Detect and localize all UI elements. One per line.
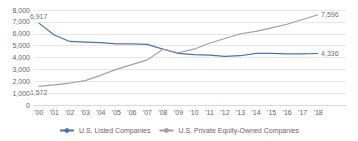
svg-text:’17: ’17 <box>298 109 307 116</box>
svg-text:’11: ’11 <box>205 109 214 116</box>
svg-text:’02: ’02 <box>65 109 74 116</box>
svg-text:’08: ’08 <box>158 109 167 116</box>
svg-text:8,000: 8,000 <box>12 7 30 14</box>
svg-text:’04: ’04 <box>96 109 105 116</box>
svg-text:’00: ’00 <box>34 109 43 116</box>
svg-text:1,000: 1,000 <box>12 90 30 97</box>
svg-text:4,000: 4,000 <box>12 54 30 61</box>
svg-text:U.S. Private Equity-Owned Comp: U.S. Private Equity-Owned Companies <box>178 127 299 135</box>
svg-text:’12: ’12 <box>220 109 229 116</box>
svg-text:6,917: 6,917 <box>30 13 48 20</box>
svg-text:’10: ’10 <box>189 109 198 116</box>
svg-text:6,000: 6,000 <box>12 30 30 37</box>
svg-text:1,572: 1,572 <box>30 89 48 96</box>
svg-text:5,000: 5,000 <box>12 42 30 49</box>
svg-text:’13: ’13 <box>236 109 245 116</box>
svg-text:’06: ’06 <box>127 109 136 116</box>
svg-text:’15: ’15 <box>267 109 276 116</box>
svg-text:’14: ’14 <box>251 109 260 116</box>
svg-text:3,000: 3,000 <box>12 66 30 73</box>
svg-text:’03: ’03 <box>81 109 90 116</box>
svg-text:U.S. Listed Companies: U.S. Listed Companies <box>79 127 151 135</box>
svg-text:’01: ’01 <box>50 109 59 116</box>
svg-text:’07: ’07 <box>143 109 152 116</box>
svg-text:2,000: 2,000 <box>12 78 30 85</box>
svg-text:’16: ’16 <box>282 109 291 116</box>
svg-text:0: 0 <box>26 102 30 109</box>
svg-text:7,596: 7,596 <box>321 11 339 18</box>
svg-text:’05: ’05 <box>112 109 121 116</box>
svg-text:’18: ’18 <box>313 109 322 116</box>
svg-text:4,336: 4,336 <box>321 50 339 57</box>
svg-text:’09: ’09 <box>174 109 183 116</box>
svg-text:7,000: 7,000 <box>12 18 30 25</box>
